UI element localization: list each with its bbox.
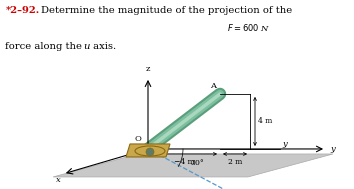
Text: $F = 600$ N: $F = 600$ N xyxy=(227,22,270,33)
Text: z: z xyxy=(146,65,150,73)
Text: *2–92.: *2–92. xyxy=(5,6,40,15)
Text: 30°: 30° xyxy=(190,159,204,167)
Text: 2 m: 2 m xyxy=(228,158,242,166)
Text: A: A xyxy=(210,82,216,90)
Text: axis.: axis. xyxy=(90,42,116,51)
Text: O: O xyxy=(135,135,142,143)
Polygon shape xyxy=(126,144,170,157)
Text: 4 m: 4 m xyxy=(258,118,272,125)
Text: u: u xyxy=(83,42,90,51)
Ellipse shape xyxy=(135,146,165,156)
Polygon shape xyxy=(53,154,333,177)
Text: −4 m: −4 m xyxy=(173,158,194,166)
Circle shape xyxy=(146,148,154,156)
Text: y: y xyxy=(330,145,335,153)
Text: x: x xyxy=(56,176,61,184)
Text: y: y xyxy=(282,140,287,148)
Text: force along the: force along the xyxy=(5,42,85,51)
Text: Determine the magnitude of the projection of the: Determine the magnitude of the projectio… xyxy=(41,6,292,15)
